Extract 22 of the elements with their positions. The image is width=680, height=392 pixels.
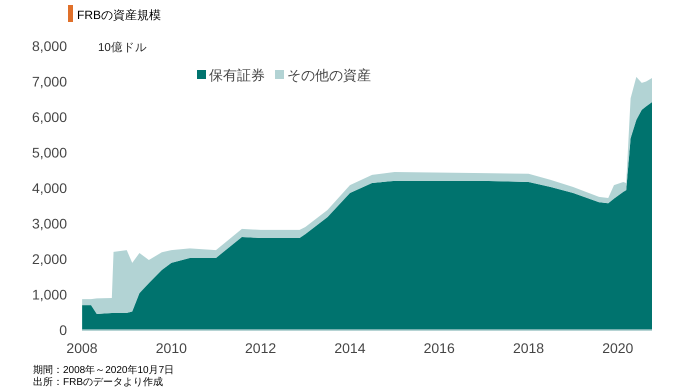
y-tick-label: 3,000 (32, 216, 68, 232)
x-tick-label: 2018 (512, 340, 544, 356)
text: 出所：FRBのデータより作成 (33, 376, 163, 388)
y-tick-label: 8,000 (32, 38, 68, 54)
y-tick-label: 5,000 (32, 144, 68, 160)
y-axis-title: 10億ドル (98, 40, 147, 54)
y-tick-label: 2,000 (32, 251, 68, 267)
x-tick-label: 2012 (245, 340, 276, 356)
x-tick-label: 2008 (66, 340, 98, 356)
legend-label: 保有証券 (209, 67, 265, 83)
x-tick-label: 2016 (424, 340, 455, 356)
chart-title: FRBの資産規模 (77, 8, 161, 22)
x-tick-label: 2014 (334, 340, 366, 356)
y-tick-label: 7,000 (32, 74, 68, 90)
y-tick-label: 0 (59, 322, 68, 338)
x-tick-label: 2020 (602, 340, 634, 356)
y-tick-label: 1,000 (32, 286, 68, 302)
text: 期間：2008年～2020年10月7日 (33, 364, 174, 376)
y-tick-label: 6,000 (32, 109, 68, 125)
y-tick-label: 4,000 (32, 180, 68, 196)
legend-label: その他の資産 (287, 67, 371, 83)
x-tick-label: 2010 (156, 340, 188, 356)
